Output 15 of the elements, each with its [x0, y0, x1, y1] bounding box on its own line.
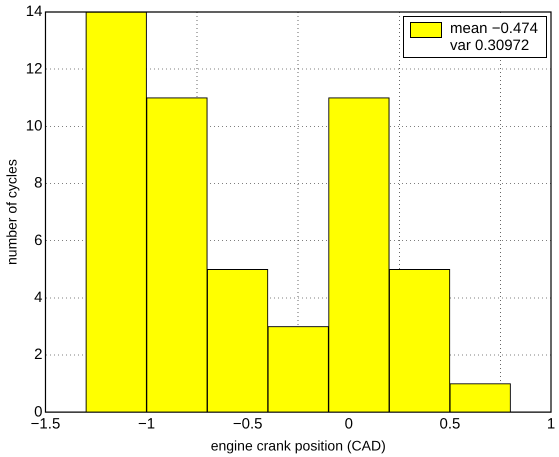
y-tick-label: 8	[34, 174, 42, 192]
y-tick-label: 6	[34, 232, 42, 249]
y-tick-label: 2	[34, 346, 42, 364]
y-tick-label: 14	[26, 3, 42, 20]
x-axis-title: engine crank position (CAD)	[210, 437, 386, 454]
y-axis-title: number of cycles	[3, 159, 20, 266]
x-tick-label: 0.5	[439, 415, 460, 432]
x-tick-label: 1	[546, 415, 556, 432]
y-tick-label: 10	[26, 117, 42, 134]
x-tick-label: −1	[138, 415, 156, 432]
x-tick-label: −0.5	[232, 415, 263, 432]
x-tick-label: 0	[344, 415, 353, 432]
legend-label: mean −0.474 var 0.30972	[450, 20, 538, 54]
y-tick-label: 12	[26, 60, 42, 78]
y-tick-label: 4	[34, 289, 42, 306]
